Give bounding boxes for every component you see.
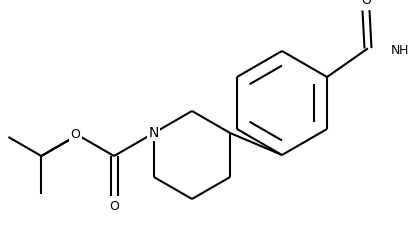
Text: NH$_2$: NH$_2$ [390,44,408,59]
Text: O: O [71,128,81,140]
Text: O: O [361,0,371,7]
Text: N: N [149,126,159,140]
Text: O: O [109,199,119,213]
